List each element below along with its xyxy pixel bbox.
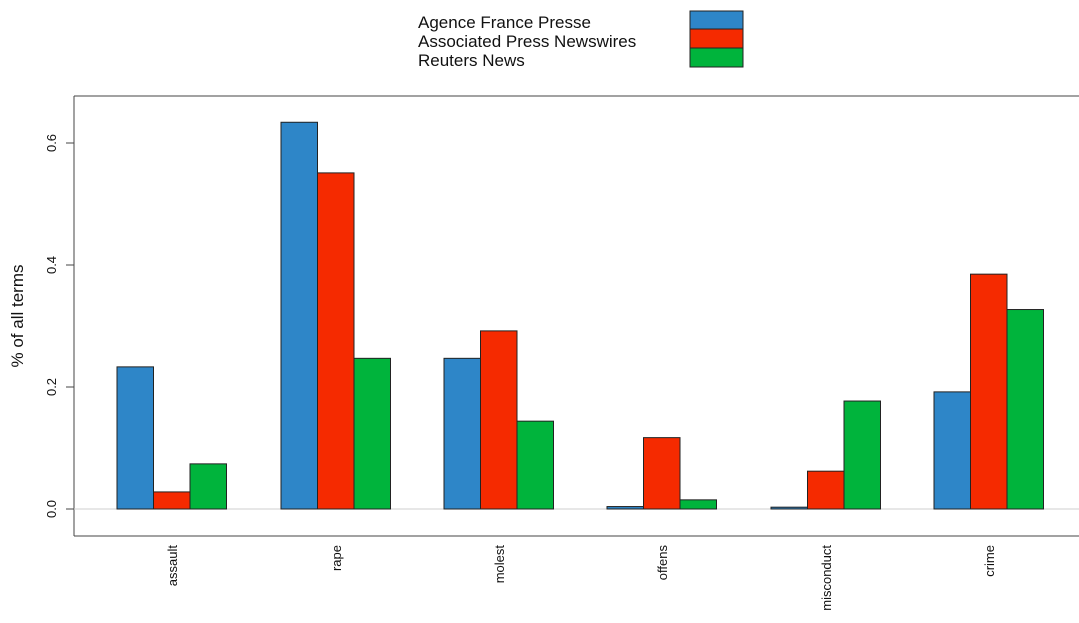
- legend-label-reuters: Reuters News: [418, 51, 525, 70]
- bar-offens-ap: [643, 437, 681, 510]
- x-tick-label-crime: crime: [982, 545, 997, 577]
- bar-molest-reuters: [516, 420, 554, 510]
- y-tick-label: 0.2: [44, 378, 59, 396]
- category-labels: assault rape molest offens misconduct crime: [165, 545, 997, 611]
- x-tick-label-molest: molest: [492, 545, 507, 584]
- x-tick-label-misconduct: misconduct: [819, 545, 834, 611]
- bar-assault-reuters: [189, 463, 227, 510]
- bar-misconduct-afp: [770, 506, 808, 510]
- bar-molest-afp: [443, 357, 481, 510]
- bars: [116, 121, 1044, 510]
- bar-assault-ap: [153, 491, 191, 510]
- bar-rape-ap: [317, 172, 355, 510]
- legend-swatch-reuters: [689, 47, 744, 68]
- y-tick-label: 0.4: [44, 256, 59, 274]
- x-tick-label-offens: offens: [655, 545, 670, 581]
- x-tick-label-rape: rape: [329, 545, 344, 571]
- legend: Agence France Presse Associated Press Ne…: [418, 10, 744, 70]
- y-axis-ticks: 0.0 0.2 0.4 0.6: [44, 134, 74, 518]
- legend-swatch-afp: [689, 10, 744, 30]
- bar-misconduct-reuters: [843, 400, 881, 510]
- legend-label-ap: Associated Press Newswires: [418, 32, 636, 51]
- bar-crime-reuters: [1006, 309, 1044, 510]
- bar-molest-ap: [480, 330, 518, 510]
- y-tick-label: 0.6: [44, 134, 59, 152]
- x-tick-label-assault: assault: [165, 545, 180, 587]
- bar-rape-reuters: [353, 357, 391, 510]
- plot-frame: [73, 95, 1079, 537]
- bar-assault-afp: [116, 366, 154, 510]
- bar-offens-reuters: [679, 499, 717, 510]
- bar-crime-ap: [970, 273, 1008, 510]
- y-axis-label: % of all terms: [8, 265, 27, 368]
- bar-rape-afp: [280, 121, 318, 510]
- legend-swatch-ap: [689, 28, 744, 49]
- bar-crime-afp: [933, 391, 971, 510]
- legend-label-afp: Agence France Presse: [418, 13, 591, 32]
- bar-misconduct-ap: [807, 470, 845, 510]
- y-tick-label: 0.0: [44, 500, 59, 518]
- bar-offens-afp: [606, 506, 644, 510]
